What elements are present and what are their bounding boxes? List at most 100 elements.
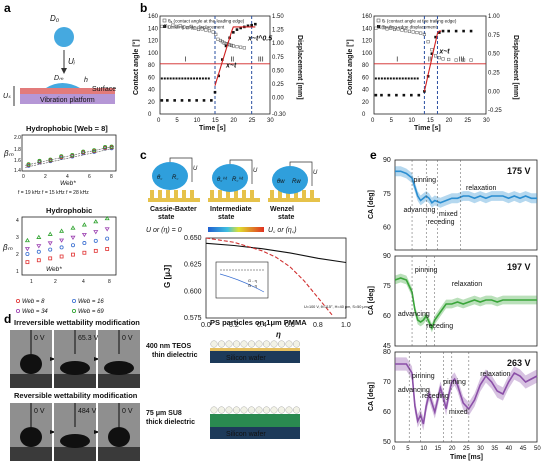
- baseline-point: [204, 77, 207, 80]
- displacement-point: [462, 29, 465, 33]
- inset-note: U=100 V, θ=115°, H=40 μm, S=50 μm: [304, 305, 368, 309]
- contact-angle-point: [415, 30, 419, 35]
- contact-angle-point: [392, 27, 397, 32]
- baseline-point: [389, 77, 392, 80]
- region-label: I: [185, 56, 187, 63]
- surface-layer: [20, 88, 115, 94]
- chart-a-bottom-point: [36, 258, 41, 263]
- chart-a-bottom-point: [70, 235, 76, 240]
- contact-angle-point: [396, 27, 400, 31]
- baseline-point: [416, 77, 419, 80]
- chart-a-top-ytick: 1.4: [14, 168, 21, 174]
- surface-pillar: [158, 190, 162, 200]
- chart-a-bottom: Hydrophobic βₘ 4 3 2 1 1 2 4 8 Web* Web …: [2, 206, 117, 315]
- annotation: x~t^0.5: [247, 35, 272, 43]
- displacement-point: [387, 93, 391, 97]
- y-right-tick-label: -0.25: [488, 108, 502, 114]
- ps-particle: [263, 340, 271, 348]
- phase-annotation: advancing: [404, 207, 436, 214]
- y-tick-label: 120: [148, 39, 159, 45]
- chart-a-top-point: [103, 144, 108, 149]
- chart-frame: [394, 159, 538, 251]
- displacement-point: [469, 29, 473, 33]
- baseline-point: [392, 77, 395, 80]
- photo-substrate: [54, 447, 96, 461]
- chart-a-bottom-legend-marker: [72, 298, 77, 303]
- surface-pillar: [182, 190, 186, 200]
- droplet-silhouette: [20, 354, 42, 374]
- surface-pillar: [234, 190, 238, 200]
- baseline-point: [198, 77, 201, 80]
- contact-angle-point: [171, 23, 175, 27]
- chart-a-top-fit-line: [25, 146, 114, 166]
- contact-angle-point: [163, 24, 168, 28]
- ps-particle: [285, 406, 293, 414]
- chart-a-bottom-legend-label: Web = 69: [78, 309, 104, 315]
- displacement-point: [447, 29, 450, 33]
- y-tick-label: 90: [383, 157, 391, 164]
- state-name: Cassie-Baxter: [150, 206, 197, 213]
- contact-angle-point: [229, 43, 234, 47]
- ps-particle: [278, 340, 286, 348]
- phase-annotation: advancing: [398, 311, 430, 318]
- chart-a-bottom-point: [47, 241, 53, 246]
- series-line: [205, 237, 333, 316]
- photo-substrate: [10, 374, 52, 388]
- contact-angle-point: [462, 58, 466, 62]
- chart-a-bottom-legend-label: Web = 16: [78, 299, 104, 305]
- y-right-axis-label: Displacement [mm]: [296, 35, 303, 100]
- x-tick-label: 0.6: [285, 322, 295, 329]
- chart-frame: [394, 255, 538, 347]
- x-tick-label: 0.0: [201, 322, 211, 329]
- displacement-point: [166, 99, 169, 102]
- chart-a-top-ytick: 2.0: [14, 135, 21, 141]
- contact-angle-point: [160, 24, 164, 28]
- sequence-arrow: [50, 357, 56, 361]
- y-tick-label: 60: [362, 75, 369, 81]
- contact-angle-point: [204, 28, 208, 32]
- legend-marker: [163, 25, 166, 28]
- contact-angle-point: [374, 26, 378, 30]
- ps-title: PS particles on 1μm PMMA: [210, 318, 307, 327]
- displacement-point: [217, 74, 220, 78]
- displacement-point: [254, 22, 257, 26]
- displacement-point: [224, 44, 228, 48]
- baseline-point: [175, 77, 178, 80]
- chart-a-bottom-legend: Web = 8 Web = 16 Web = 34 Web = 69: [15, 298, 104, 315]
- chart-a-bottom-point: [82, 250, 87, 255]
- x-tick-label: 0.4: [257, 322, 267, 329]
- voltage-title: 263 V: [507, 358, 531, 368]
- sequence-arrow: [94, 430, 100, 434]
- chart-a-top: Hydrophobic [Web = 8] βₘ 2.0 1.8 1.6 1.4…: [3, 124, 117, 196]
- chart-a-bottom-ytick: 2: [16, 252, 19, 258]
- panel-label-b: b: [140, 1, 147, 15]
- y-right-tick-label: 1.00: [272, 41, 284, 47]
- panel-label-c: c: [140, 148, 147, 162]
- contact-angle-point: [167, 25, 171, 29]
- chart-a-bottom-point: [47, 231, 53, 236]
- baseline-point: [201, 77, 204, 80]
- chart-a-bottom-point: [24, 237, 30, 243]
- series-line: [395, 170, 537, 204]
- x-tick-label: 30: [483, 118, 490, 124]
- x-tick-label: 10: [420, 446, 427, 452]
- panel-label-d: d: [4, 312, 11, 326]
- y-tick-label: 20: [148, 100, 155, 106]
- baseline-point: [181, 77, 184, 80]
- displacement-point: [434, 35, 437, 39]
- x-tick-label: 40: [506, 446, 513, 452]
- surface-base: [268, 198, 320, 202]
- baseline-point: [395, 77, 398, 80]
- ps-particle: [217, 406, 225, 414]
- x-tick-label: 0: [371, 118, 375, 124]
- layer-stack-thin: 400 nm TEOS thin dielectric Silicon wafe…: [146, 340, 301, 363]
- contact-angle-point: [404, 29, 408, 33]
- fit-curve: [423, 30, 442, 92]
- phase-annotation: mixed: [449, 409, 468, 416]
- y-right-tick-label: 1.00: [488, 14, 500, 20]
- baseline-point: [413, 77, 416, 80]
- chart-a-top-xtick: 2: [44, 174, 47, 180]
- displacement-point: [202, 99, 206, 102]
- ps-particle: [240, 340, 248, 348]
- chart-a-bottom-point: [81, 222, 87, 227]
